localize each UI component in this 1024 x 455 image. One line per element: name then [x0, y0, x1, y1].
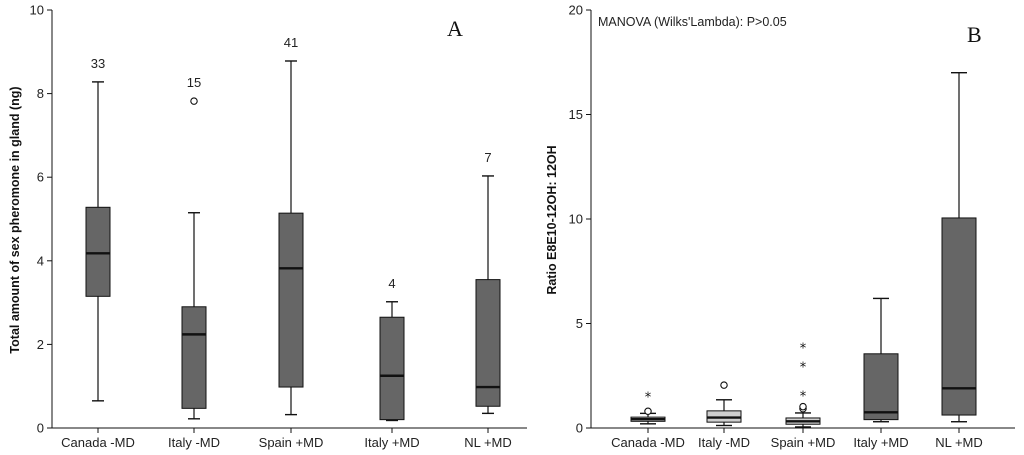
panel-b-y-tick-label: 5 [576, 316, 583, 331]
panel-b-box-1: Italy -MD [698, 381, 750, 450]
panel-a-sample-size-label: 4 [388, 276, 395, 291]
panel-a-y-tick-label: 10 [30, 3, 44, 18]
panel-b-extreme-point: * [800, 390, 807, 405]
panel-b-box-0: * Canada -MD [611, 391, 685, 450]
panel-a-outlier-point [190, 97, 198, 105]
panel-a-sample-size-label: 41 [284, 35, 298, 50]
panel-a-sample-size-label: 7 [484, 150, 491, 165]
panel-b-extreme-point: * [800, 342, 807, 357]
panel-a-box-1: 15 Italy -MD [168, 75, 220, 450]
panel-a-y-tick-label: 0 [37, 421, 44, 436]
panel-b-plot: 0 5 10 15 20 * Canada -MD Italy -MD * * * Spain +MD… [569, 3, 1015, 450]
panel-a-letter: A [447, 16, 463, 41]
panel-b-box-body [941, 217, 977, 416]
panel-b-y-tick-label: 10 [569, 212, 583, 227]
panel-b-y-tick-label: 0 [576, 421, 583, 436]
panel-b-x-category-label: Canada -MD [611, 435, 685, 450]
panel-a-y-tick-label: 2 [37, 337, 44, 352]
panel-a-y-axis-title: Total amount of sex pheromone in gland (… [8, 86, 22, 353]
panel-a-box-0: 33 Canada -MD [61, 56, 135, 450]
panel-b-extreme-point: * [800, 360, 807, 375]
panel-a-box-3: 4 Italy +MD [364, 276, 419, 450]
panel-a-x-category-label: Italy +MD [364, 435, 419, 450]
panel-b-box-3: Italy +MD [853, 297, 909, 450]
panel-b-outlier-point [799, 402, 807, 411]
panel-b-outlier-point [644, 407, 652, 416]
panel-a-y-tick-label: 8 [37, 86, 44, 101]
panel-b-extreme-point: * [645, 391, 652, 406]
panel-b-y-tick-label: 20 [569, 3, 583, 18]
panel-b-box-2: * * * Spain +MD [771, 342, 836, 450]
panel-b: Ratio E8E10-12OH: 12OH MANOVA (Wilks'Lam… [545, 3, 1015, 450]
panel-b-x-category-label: Italy -MD [698, 435, 750, 450]
panel-b-x-category-label: NL +MD [935, 435, 983, 450]
panel-a-x-category-label: Spain +MD [259, 435, 324, 450]
panel-a-x-category-label: NL +MD [464, 435, 512, 450]
panel-b-outlier-point [720, 381, 728, 389]
panel-b-x-category-label: Spain +MD [771, 435, 836, 450]
panel-a-box-body [278, 212, 304, 388]
panel-b-box-4: NL +MD [935, 71, 983, 450]
panel-a-x-category-label: Italy -MD [168, 435, 220, 450]
panel-b-box-body [863, 353, 899, 421]
panel-a-sample-size-label: 15 [187, 75, 201, 90]
panel-a-y-tick-label: 4 [37, 253, 44, 268]
panel-a-y-tick-label: 6 [37, 170, 44, 185]
panel-b-y-tick-label: 15 [569, 107, 583, 122]
panel-a: Total amount of sex pheromone in gland (… [8, 3, 527, 450]
panel-a-sample-size-label: 33 [91, 56, 105, 71]
panel-b-x-category-label: Italy +MD [853, 435, 908, 450]
panel-a-x-category-label: Canada -MD [61, 435, 135, 450]
panel-a-box-body [379, 316, 405, 421]
panel-a-box-body [85, 206, 111, 297]
panel-a-box-body [181, 306, 207, 409]
panel-b-y-axis-title: Ratio E8E10-12OH: 12OH [545, 145, 559, 294]
panel-a-box-2: 41 Spain +MD [259, 35, 324, 450]
panel-a-box-body [475, 279, 501, 407]
panel-b-statistics-note: MANOVA (Wilks'Lambda): P>0.05 [598, 15, 787, 29]
panel-a-box-4: 7 NL +MD [464, 150, 512, 450]
panel-a-plot: 0 2 4 6 8 10 33 Canada -MD 15 Italy -MD 41 Spain +M… [30, 3, 527, 450]
panel-b-letter: B [967, 22, 982, 47]
